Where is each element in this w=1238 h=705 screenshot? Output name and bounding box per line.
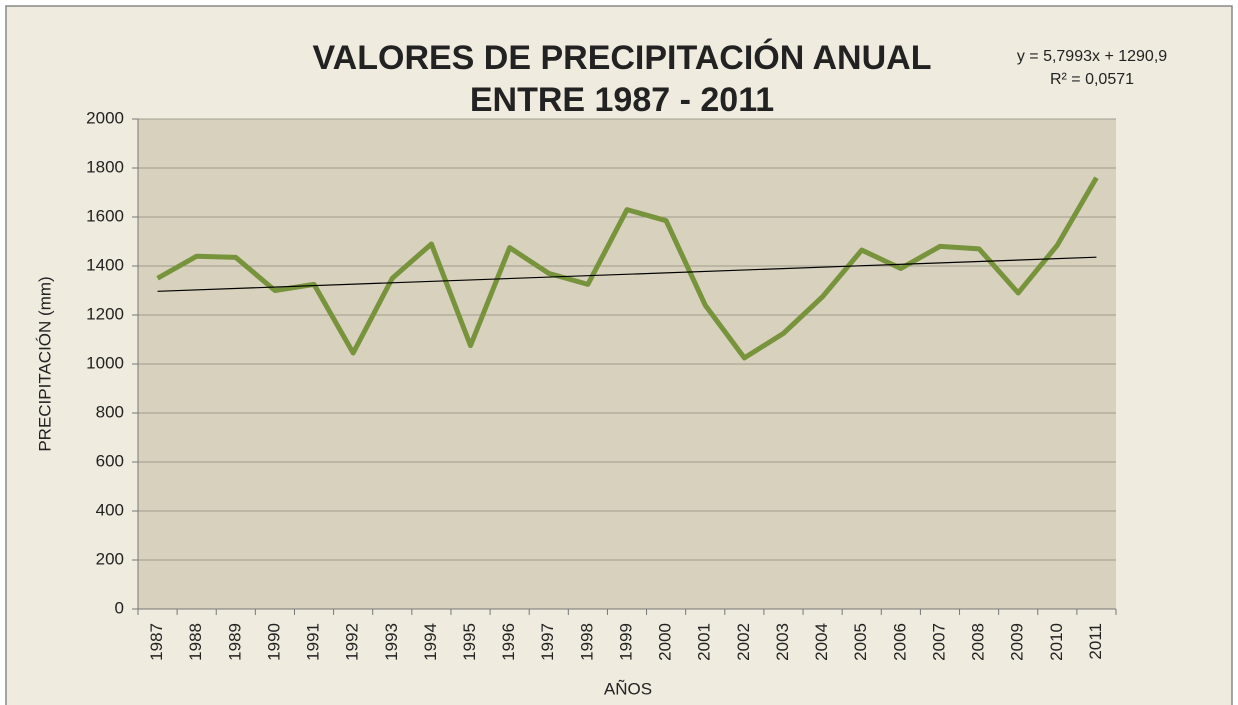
y-tick-label: 1400	[86, 255, 124, 274]
trend-r2: R² = 0,0571	[1050, 71, 1134, 88]
x-tick-label: 2005	[851, 623, 870, 661]
x-tick-label: 2009	[1008, 623, 1027, 661]
x-tick-label: 1990	[264, 623, 283, 661]
x-tick-label: 1992	[343, 623, 362, 661]
x-tick-label: 1995	[460, 623, 479, 661]
x-tick-label: 2000	[656, 623, 675, 661]
x-tick-label: 1987	[147, 623, 166, 661]
x-tick-label: 1989	[225, 623, 244, 661]
x-tick-label: 1991	[304, 623, 323, 661]
x-tick-label: 1997	[538, 623, 557, 661]
y-tick-label: 0	[115, 598, 124, 617]
y-axis-label: PRECIPITACIÓN (mm)	[35, 276, 54, 451]
x-tick-label: 2004	[812, 623, 831, 661]
y-tick-label: 2000	[86, 108, 124, 127]
x-tick-label: 2011	[1086, 623, 1105, 660]
y-tick-label: 1200	[86, 304, 124, 323]
x-tick-label: 2003	[773, 623, 792, 661]
y-tick-label: 1800	[86, 157, 124, 176]
y-tick-label: 200	[96, 549, 124, 568]
x-tick-label: 2010	[1047, 623, 1066, 661]
x-tick-label: 1999	[616, 623, 635, 661]
x-tick-label: 2006	[890, 623, 909, 661]
x-tick-label: 2002	[734, 623, 753, 661]
x-tick-label: 1998	[577, 623, 596, 661]
y-tick-label: 800	[96, 402, 124, 421]
y-tick-label: 1000	[86, 353, 124, 372]
x-tick-label: 1988	[186, 623, 205, 661]
chart-title: VALORES DE PRECIPITACIÓN ANUAL	[313, 39, 932, 77]
chart-title: ENTRE 1987 - 2011	[470, 81, 774, 119]
x-tick-label: 1996	[499, 623, 518, 661]
y-tick-label: 600	[96, 451, 124, 470]
y-tick-label: 400	[96, 500, 124, 519]
x-tick-label: 2001	[695, 623, 714, 661]
trend-line	[157, 256, 1097, 292]
trend-equation: y = 5,7993x + 1290,9	[1017, 48, 1167, 65]
x-tick-label: 1993	[382, 623, 401, 661]
y-tick-label: 1600	[86, 206, 124, 225]
x-tick-label: 2007	[929, 623, 948, 661]
x-axis-label: AÑOS	[604, 679, 652, 698]
data-line	[156, 176, 1099, 361]
x-tick-label: 2008	[969, 623, 988, 661]
x-tick-label: 1994	[421, 623, 440, 661]
